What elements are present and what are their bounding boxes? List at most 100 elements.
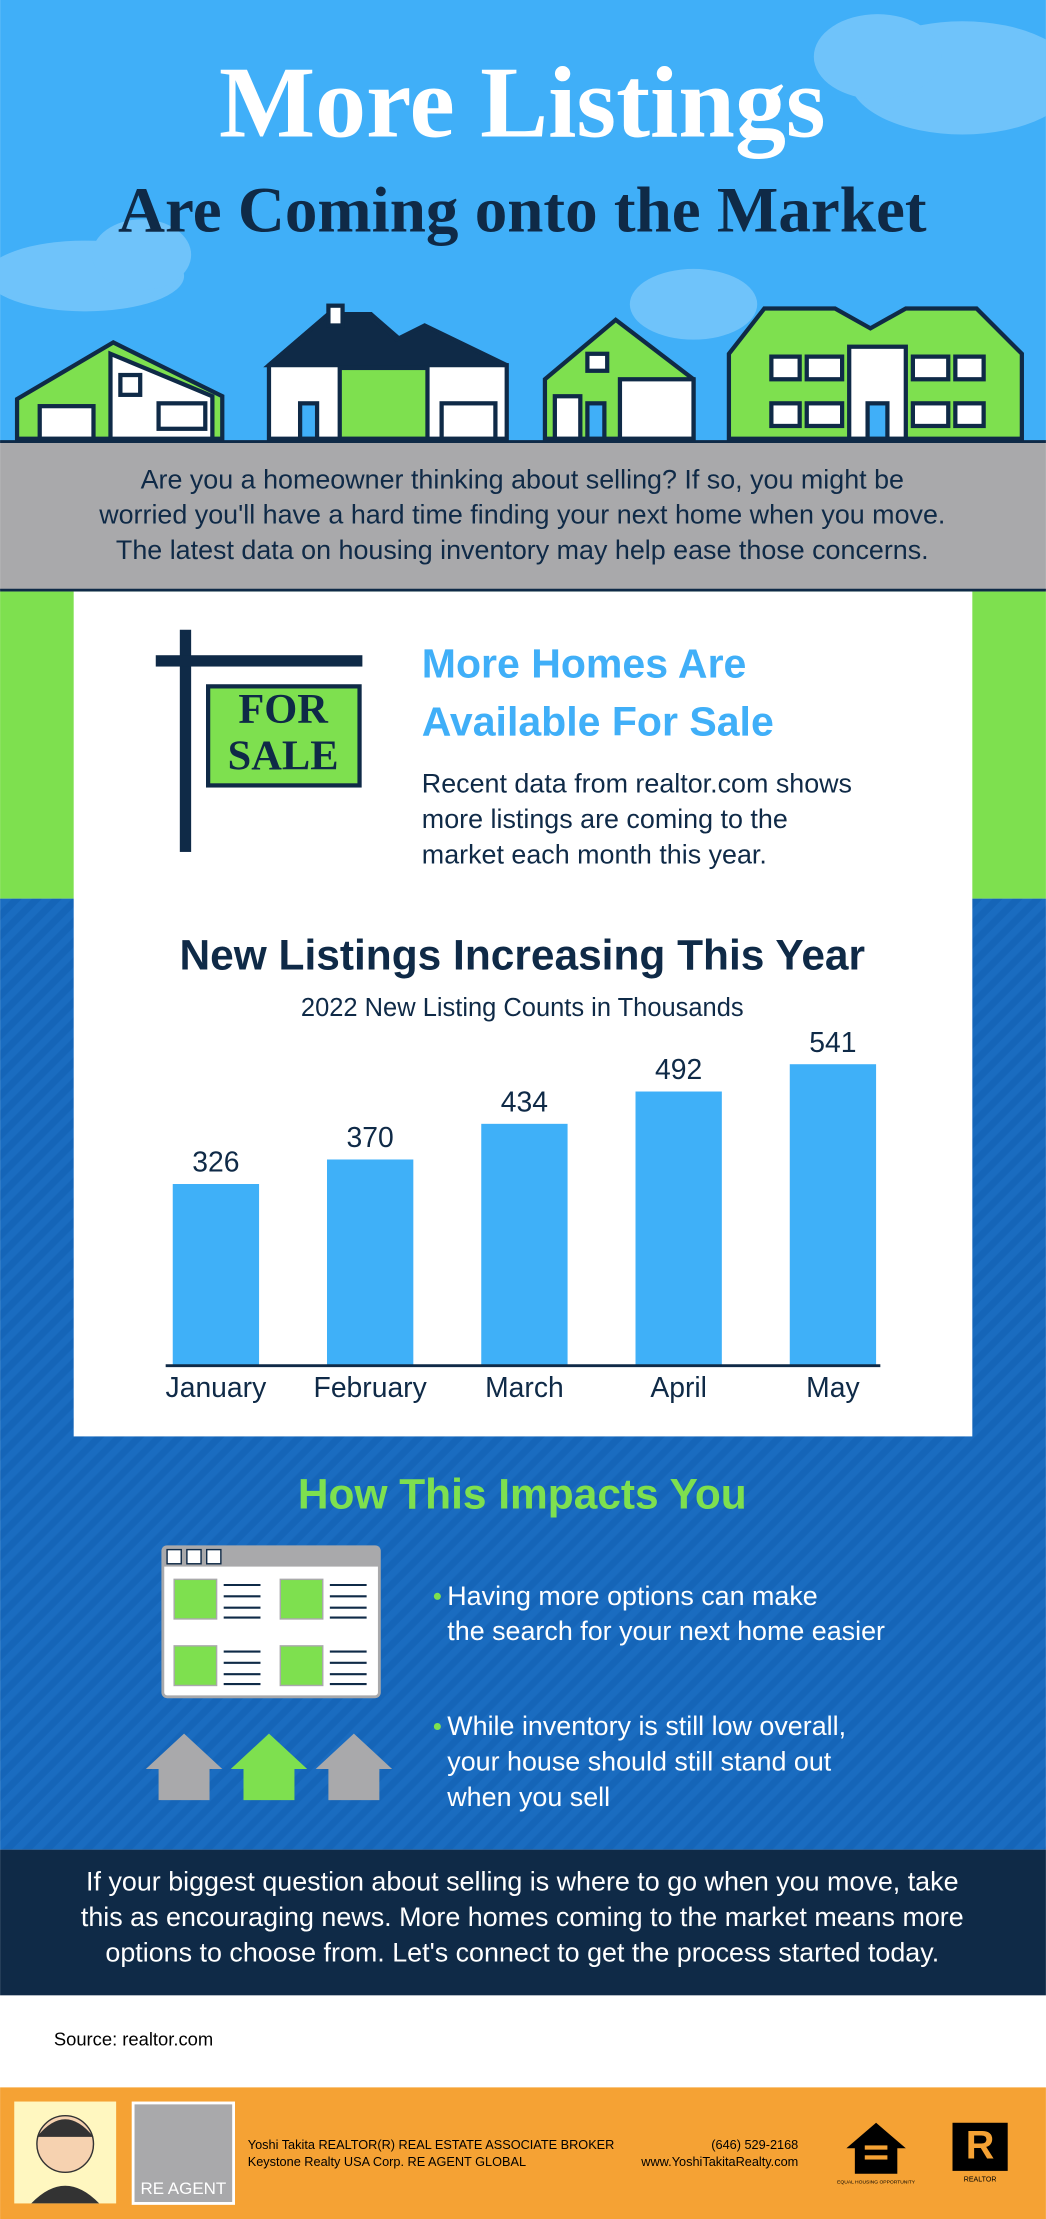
feature-heading: Available For Sale xyxy=(422,698,774,744)
for-sale-sign-part xyxy=(179,629,192,852)
value-label: 434 xyxy=(501,1085,548,1117)
houses-part xyxy=(865,401,890,441)
houses xyxy=(14,303,1024,441)
for-sale-sign-part xyxy=(155,655,363,667)
houses-part xyxy=(337,365,430,441)
houses-part xyxy=(804,401,845,429)
closing-line: this as encouraging news. More homes com… xyxy=(81,1902,964,1932)
agent-photo xyxy=(14,2101,117,2204)
equal-housing-text: EQUAL HOUSING OPPORTUNITY xyxy=(837,2180,916,2186)
houses-part xyxy=(953,354,986,382)
value-label: 326 xyxy=(192,1146,239,1178)
logo-text: RE AGENT xyxy=(140,2179,226,2198)
bullet xyxy=(433,1592,441,1600)
houses-part xyxy=(118,372,143,397)
feature-body: market each month this year. xyxy=(422,839,767,869)
x-tick-label: March xyxy=(485,1371,564,1403)
houses-part xyxy=(910,401,951,429)
bullet-text: the search for your next home easier xyxy=(447,1616,885,1646)
houses-part xyxy=(769,401,802,429)
equal-housing-icon-part xyxy=(864,2155,888,2160)
houses-part xyxy=(910,354,951,382)
listing-window-part xyxy=(186,1548,202,1565)
intro-band xyxy=(0,441,1046,591)
houses-part xyxy=(326,303,345,328)
houses-part xyxy=(804,354,845,382)
bar xyxy=(635,1091,722,1366)
sky-part xyxy=(629,268,758,340)
source: Source: realtor.com xyxy=(54,2029,213,2050)
listing-window-part xyxy=(173,1578,218,1620)
realtor-icon-part xyxy=(952,2122,1008,2171)
intro-line: The latest data on housing inventory may… xyxy=(116,535,929,565)
realtor-mark: R xyxy=(966,2124,995,2168)
chart-title: New Listings Increasing This Year xyxy=(180,931,866,978)
sign-text: SALE xyxy=(228,733,339,780)
houses-part xyxy=(156,401,208,431)
equal-housing-icon-part xyxy=(864,2145,888,2150)
value-label: 541 xyxy=(809,1026,856,1058)
houses-part xyxy=(585,401,607,441)
source-band xyxy=(0,1995,1046,2088)
agent-line: Keystone Realty USA Corp. RE AGENT GLOBA… xyxy=(248,2154,526,2169)
realtor-text: REALTOR xyxy=(964,2176,997,2183)
for-sale-sign-part xyxy=(206,684,362,788)
logo-box xyxy=(131,2101,236,2205)
listing-window-part xyxy=(206,1548,222,1565)
house-icons-part xyxy=(145,1733,223,1801)
agent-line: Yoshi Takita REALTOR(R) REAL ESTATE ASSO… xyxy=(248,2137,615,2152)
bullet-text: Having more options can make xyxy=(447,1581,817,1611)
chart: January 326 February 370 March 434 April 492 May… xyxy=(166,1026,877,1403)
bullet-text: when you sell xyxy=(446,1782,610,1812)
bar xyxy=(326,1159,414,1366)
bullet-text: your house should still stand out xyxy=(447,1746,831,1776)
agent-photo-part xyxy=(31,2185,100,2204)
bar xyxy=(172,1184,260,1366)
phone: (646) 529-2168 xyxy=(711,2137,798,2152)
houses-part xyxy=(552,394,583,441)
bullet-text: While inventory is still low overall, xyxy=(447,1711,846,1741)
bullet xyxy=(433,1722,441,1731)
website: www.YoshiTakitaRealty.com xyxy=(640,2154,798,2169)
houses-part xyxy=(585,351,610,373)
bar xyxy=(789,1064,877,1366)
houses-part xyxy=(953,401,986,429)
houses-part xyxy=(297,401,320,441)
bar xyxy=(481,1123,568,1366)
houses-part xyxy=(37,404,96,441)
listing-window xyxy=(161,1545,381,1699)
house-icons-part xyxy=(230,1733,308,1801)
value-label: 370 xyxy=(347,1121,394,1153)
agent-photo-part xyxy=(36,2119,94,2137)
x-tick-label: May xyxy=(806,1371,860,1403)
impact-title: How This Impacts You xyxy=(298,1470,747,1517)
closing-line: options to choose from. Let's connect to… xyxy=(105,1937,939,1967)
sky xyxy=(0,0,1046,442)
houses-part xyxy=(439,401,498,441)
listing-window-part xyxy=(279,1578,324,1620)
listing-window-part xyxy=(279,1645,324,1687)
sky-part xyxy=(813,14,942,100)
title: More Listings xyxy=(219,47,826,160)
subtitle: Are Coming onto the Market xyxy=(118,174,927,246)
value-label: 492 xyxy=(655,1053,702,1085)
for-sale-sign xyxy=(155,629,363,852)
closing-line: If your biggest question about selling i… xyxy=(86,1867,958,1897)
houses-part xyxy=(769,354,802,382)
intro-line: worried you'll have a hard time finding … xyxy=(98,500,945,530)
house-icons xyxy=(145,1733,393,1801)
feature-heading: More Homes Are xyxy=(422,640,747,686)
house-icons-part xyxy=(315,1733,393,1801)
realtor-icon: R xyxy=(952,2122,1008,2171)
sign-text: FOR xyxy=(238,686,329,733)
listing-window-part xyxy=(166,1548,182,1565)
listing-window-part xyxy=(173,1645,218,1687)
equal-housing-icon xyxy=(846,2122,906,2174)
x-tick-label: January xyxy=(166,1371,268,1403)
closing-band xyxy=(0,1849,1046,1996)
feature-body: more listings are coming to the xyxy=(422,804,788,834)
feature-body: Recent data from realtor.com shows xyxy=(422,769,852,799)
houses-part xyxy=(617,377,696,441)
sky-part xyxy=(92,219,192,291)
